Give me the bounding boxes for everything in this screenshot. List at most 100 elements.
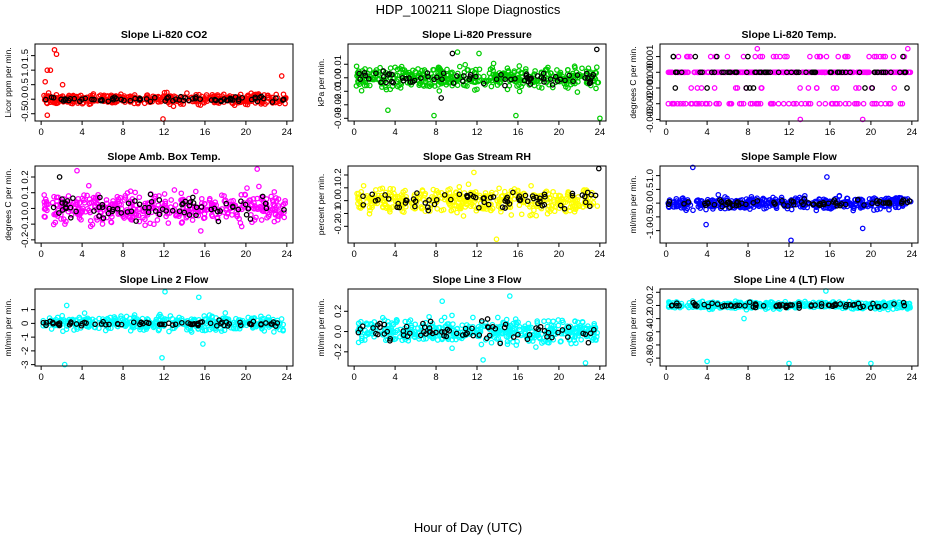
data-point (759, 53, 766, 60)
data-point (159, 206, 166, 212)
data-point (274, 213, 281, 219)
data-point (59, 196, 65, 202)
data-point (592, 192, 599, 199)
data-point (725, 199, 732, 205)
data-point (192, 188, 199, 195)
data-point (392, 195, 398, 201)
data-point (583, 70, 590, 77)
y-tick-label: -0.2 (333, 344, 344, 360)
data-point (420, 336, 427, 342)
data-point (587, 330, 594, 337)
data-point (449, 345, 455, 352)
x-tick-label: 16 (200, 249, 211, 260)
data-point (259, 208, 266, 214)
data-point (820, 205, 827, 211)
panel-title: Slope Li-820 Temp. (742, 29, 837, 41)
data-point (586, 203, 593, 210)
data-point (132, 211, 139, 217)
data-point (758, 85, 765, 91)
data-point (450, 321, 456, 327)
data-point (534, 203, 540, 210)
y-tick-label: 0.0 (333, 325, 344, 338)
data-point (394, 318, 400, 324)
data-point (505, 72, 512, 79)
data-point (96, 213, 102, 219)
data-point (734, 302, 740, 309)
data-point (204, 206, 211, 213)
data-point (496, 196, 502, 203)
y-tick-label: 0.0 (20, 202, 31, 215)
data-point (557, 76, 564, 83)
data-point (222, 197, 229, 204)
data-point (494, 314, 501, 321)
x-tick-label: 0 (351, 249, 356, 260)
y-tick-label: -0.2 (333, 218, 344, 234)
data-point (362, 72, 369, 79)
data-point (258, 93, 265, 100)
data-point (100, 215, 107, 221)
data-point (81, 310, 88, 316)
data-point (593, 85, 599, 92)
x-tick-label: 0 (38, 372, 43, 383)
panel-points (665, 288, 913, 367)
data-point (794, 196, 801, 203)
data-point (147, 98, 154, 105)
data-point (904, 199, 911, 206)
data-point (423, 331, 429, 337)
x-tick-label: 4 (704, 372, 709, 383)
data-point (476, 332, 483, 338)
data-point (447, 202, 453, 208)
data-point (786, 360, 792, 367)
x-tick-label: 24 (595, 127, 606, 138)
data-point (747, 100, 754, 107)
y-tick-label: 0.0 (645, 197, 656, 210)
data-point (666, 198, 673, 205)
x-tick-label: 20 (241, 127, 252, 138)
data-point (575, 201, 581, 207)
data-point (504, 341, 511, 348)
data-point (354, 190, 360, 197)
data-point (878, 100, 884, 107)
data-point (874, 206, 880, 213)
data-point (122, 192, 129, 199)
data-point (690, 207, 696, 214)
data-point (212, 96, 218, 103)
data-point (853, 85, 859, 91)
data-point (193, 212, 199, 219)
data-point (506, 293, 513, 299)
data-point (278, 73, 285, 79)
data-point (580, 204, 586, 210)
data-point (715, 191, 722, 198)
data-point (688, 85, 695, 91)
data-point (873, 53, 880, 60)
data-point (538, 205, 545, 212)
data-point (387, 335, 394, 342)
data-point (480, 73, 487, 80)
data-point (439, 298, 446, 305)
data-point (453, 330, 460, 337)
data-point (168, 197, 175, 203)
data-point (521, 77, 528, 84)
data-point (104, 93, 110, 100)
x-tick-label: 0 (663, 372, 668, 383)
data-point (721, 69, 727, 76)
data-point (504, 338, 511, 345)
data-point (673, 300, 680, 307)
data-point (537, 195, 543, 202)
data-point (796, 302, 803, 309)
data-point (459, 332, 466, 338)
data-point (247, 96, 253, 103)
data-point (198, 195, 205, 202)
data-point (470, 314, 476, 321)
data-point (184, 326, 190, 333)
data-point (449, 312, 455, 319)
data-point (201, 210, 208, 217)
data-point (363, 320, 370, 327)
data-point (235, 319, 241, 325)
x-tick-label: 12 (784, 249, 795, 260)
data-point (490, 194, 497, 200)
data-point (555, 322, 562, 329)
data-point (373, 70, 379, 77)
data-point (796, 69, 802, 76)
